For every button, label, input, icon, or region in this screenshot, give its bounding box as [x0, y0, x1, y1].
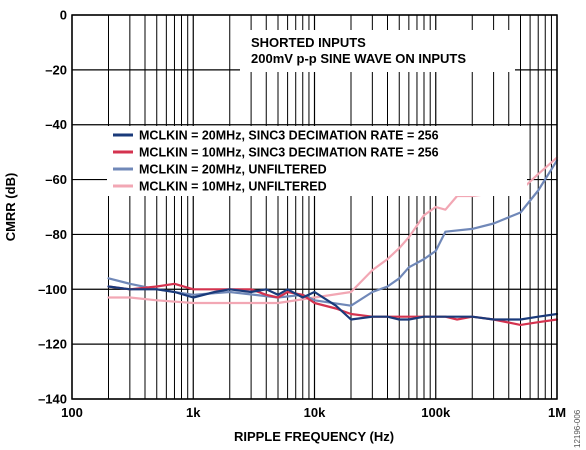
y-tick-label: –60: [45, 172, 67, 187]
tick-labels: 100 1k 10k 100k 1M 0 –20 –40 –60 –80 –100 –120 –140: [38, 8, 566, 421]
plot-frame: [71, 14, 558, 400]
annotation-background: [240, 30, 515, 72]
legend-entry: MCLKIN = 10MHz, SINC3 DECIMATION RATE = …: [139, 146, 439, 160]
x-tick-label: 1M: [548, 405, 566, 420]
annotation-sine-wave: 200mV p-p SINE WAVE ON INPUTS: [251, 51, 466, 66]
figure-id: 12196-006: [573, 409, 582, 448]
series-line-1: [107, 285, 559, 321]
legend-entry: MCLKIN = 20MHz, UNFILTERED: [139, 163, 327, 177]
legend-background: [107, 126, 527, 196]
legend-entry: MCLKIN = 10MHz, UNFILTERED: [139, 180, 327, 194]
y-axis-label: CMRR (dB): [3, 173, 18, 242]
x-axis-label: RIPPLE FREQUENCY (Hz): [234, 429, 394, 444]
y-tick-label: –120: [38, 337, 67, 352]
y-tick-label: –20: [45, 62, 67, 77]
x-tick-label: 10k: [304, 405, 326, 420]
y-tick-label: –40: [45, 117, 67, 132]
annotation-shorted-inputs: SHORTED INPUTS: [251, 35, 366, 50]
grid: [71, 14, 558, 400]
y-tick-label: –140: [38, 392, 67, 407]
y-tick-label: –100: [38, 282, 67, 297]
y-tick-label: 0: [60, 8, 67, 23]
x-tick-label: 100: [61, 405, 83, 420]
legend: MCLKIN = 20MHz, SINC3 DECIMATION RATE = …: [107, 126, 527, 196]
x-tick-label: 100k: [421, 405, 451, 420]
x-tick-label: 1k: [186, 405, 201, 420]
y-tick-label: –80: [45, 227, 67, 242]
legend-entry: MCLKIN = 20MHz, SINC3 DECIMATION RATE = …: [139, 129, 439, 143]
